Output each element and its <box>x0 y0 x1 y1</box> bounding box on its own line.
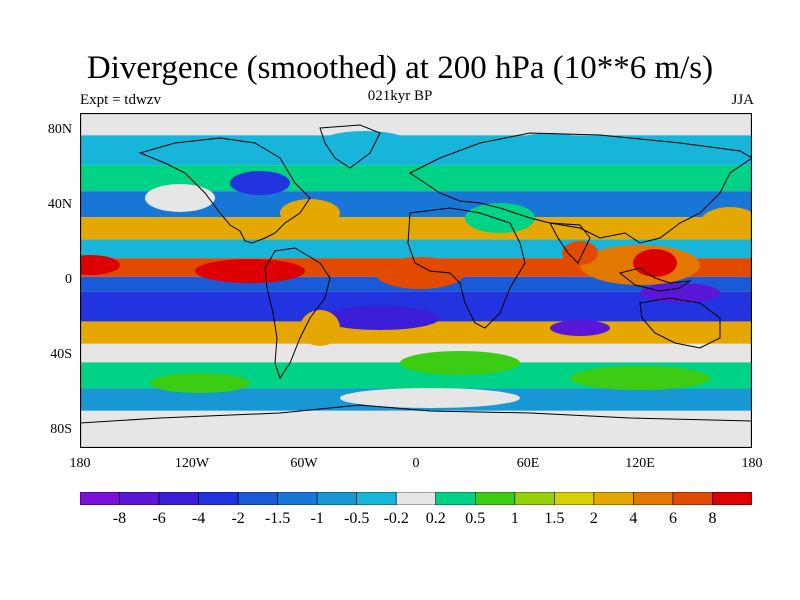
field-patch <box>700 207 752 239</box>
colorbar-tick-label: 2 <box>589 510 598 527</box>
field-patch <box>195 259 305 283</box>
field-band <box>80 343 752 363</box>
colorbar-tick-label: -0.2 <box>383 510 409 527</box>
lat-tick-label: 40N <box>47 197 72 212</box>
colorbar-tick-label: 4 <box>629 510 638 527</box>
divergence-map <box>80 113 752 448</box>
field-band <box>80 410 752 448</box>
colorbar-tick-label: -6 <box>152 510 166 527</box>
lon-tick-label: 120E <box>625 456 655 471</box>
colorbar-swatch <box>316 492 358 505</box>
colorbar-swatch <box>277 492 318 505</box>
field-patch <box>80 255 120 275</box>
colorbar-swatch <box>80 492 120 505</box>
period-label: 021kyr BP <box>367 88 433 104</box>
colorbar <box>80 492 752 505</box>
colorbar-tick-label: -1 <box>310 510 324 527</box>
lat-tick-label: 40S <box>50 347 72 362</box>
colorbar-tick-label: 0.2 <box>425 510 446 527</box>
coastline-greenland <box>319 124 381 169</box>
field-band <box>80 217 752 240</box>
lat-tick-label: 80N <box>47 122 72 137</box>
colorbar-tick-label: -1.5 <box>264 510 291 527</box>
field-patch <box>550 320 610 336</box>
field-band <box>80 135 752 166</box>
field-patch <box>570 366 710 390</box>
colorbar-tick-label: -8 <box>112 510 127 527</box>
map-title: Divergence (smoothed) at 200 hPa (10**6 … <box>86 50 714 86</box>
colorbar-tick-label: -4 <box>191 510 206 527</box>
coastline-north-america <box>138 137 311 244</box>
lon-tick-label: 60E <box>516 456 540 471</box>
field-patch <box>633 249 677 277</box>
colorbar-swatch <box>119 492 160 505</box>
lat-tick-label: 80S <box>50 422 72 437</box>
coastlines <box>80 124 752 424</box>
field-patch <box>562 241 598 265</box>
coastline-africa <box>407 207 526 329</box>
colorbar-tick-label: 0.5 <box>465 510 486 527</box>
colorbar-tick-label: -2 <box>231 510 245 527</box>
field-band <box>80 113 752 136</box>
field-patch <box>515 133 585 153</box>
field-patch <box>230 171 290 195</box>
colorbar-swatch <box>237 492 278 505</box>
field-patch <box>320 131 410 155</box>
lat-tick-label: 0 <box>65 272 72 287</box>
field-patch <box>465 203 535 233</box>
colorbar-tick-label: 8 <box>708 510 717 527</box>
coastline-eurasia <box>409 132 752 244</box>
lon-tick-label: 120W <box>174 456 210 471</box>
colorbar-swatch <box>633 492 674 505</box>
colorbar-swatch <box>198 492 239 505</box>
coastline-india <box>549 222 591 264</box>
field-patch <box>145 184 215 212</box>
colorbar-swatch <box>474 492 516 505</box>
field-patch <box>400 351 520 375</box>
map-frame <box>80 113 752 448</box>
experiment-label: Expt = tdwzv <box>80 92 161 108</box>
field-patch <box>340 388 520 408</box>
colorbar-swatch <box>514 492 555 505</box>
field-patch <box>375 257 465 289</box>
colorbar-swatch <box>554 492 595 505</box>
field-patch <box>320 306 440 330</box>
coastline-australia <box>639 297 721 349</box>
field-patch <box>280 199 340 227</box>
lon-tick-label: 0 <box>412 456 420 471</box>
lon-tick-label: 180 <box>741 456 763 471</box>
lon-tick-label: 180 <box>69 456 91 471</box>
coastline-south-america <box>264 247 331 380</box>
colorbar-swatch <box>158 492 199 505</box>
season-label: JJA <box>731 92 754 108</box>
colorbar-swatch <box>593 492 634 505</box>
lon-tick-label: 60W <box>290 456 318 471</box>
coastline-antarctica <box>80 404 752 424</box>
field-patch <box>640 283 720 303</box>
field-patch <box>300 310 340 346</box>
colorbar-tick-label: 1 <box>510 510 519 527</box>
colorbar-swatch <box>712 492 752 505</box>
field-patch <box>150 373 250 393</box>
colorbar-swatch <box>435 492 476 505</box>
colorbar-swatch <box>395 492 437 505</box>
colorbar-tick-label: 1.5 <box>544 510 565 527</box>
colorbar-swatch <box>672 492 713 505</box>
colorbar-swatch <box>356 492 397 505</box>
colorbar-tick-label: -0.5 <box>344 510 370 527</box>
colorbar-tick-label: 6 <box>668 510 677 527</box>
coastline-indonesia <box>618 267 692 292</box>
